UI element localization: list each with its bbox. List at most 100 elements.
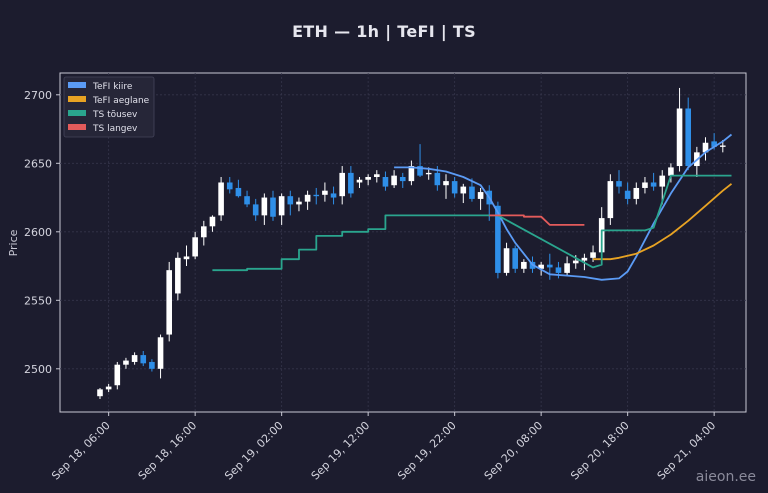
candle-body	[538, 264, 544, 269]
chart-title: ETH — 1h | TeFI | TS	[292, 22, 476, 41]
candle-body	[166, 270, 172, 335]
candle-body	[201, 226, 207, 238]
candle-body	[235, 187, 242, 197]
candle-body	[676, 108, 683, 167]
x-tick-label: Sep 19, 12:00	[309, 419, 373, 483]
candle-body	[382, 177, 389, 187]
candle-body	[399, 177, 406, 182]
legend-swatch-fast	[68, 82, 86, 88]
x-tick-label: Sep 20, 08:00	[482, 419, 546, 483]
candle-body	[650, 182, 657, 187]
candle-body	[590, 252, 596, 258]
candle-body	[547, 264, 553, 268]
candle-body	[512, 248, 518, 269]
candle-body	[443, 181, 449, 186]
candle-body	[451, 181, 458, 194]
candle-body	[408, 166, 415, 182]
candle-body	[564, 263, 570, 273]
x-tick-label: Sep 20, 18:00	[568, 419, 632, 483]
candle-body	[642, 182, 648, 188]
candle-body	[270, 197, 276, 217]
candle-body	[503, 248, 510, 273]
candle-body	[477, 192, 484, 199]
candle-body	[226, 182, 233, 190]
legend-swatch-ts-up	[68, 110, 86, 116]
candle-body	[685, 108, 691, 167]
candle-body	[607, 181, 614, 219]
legend-label-slow: TeFI aeglane	[92, 96, 150, 106]
candle-body	[149, 361, 155, 369]
candles	[97, 87, 726, 399]
candle-body	[175, 257, 181, 294]
candle-body	[192, 237, 198, 257]
legend-label-ts-up: TS tõusev	[92, 110, 138, 120]
candle-body	[296, 201, 302, 205]
candle-body	[702, 142, 709, 153]
y-tick-label: 2600	[24, 226, 52, 239]
candle-body	[460, 186, 467, 194]
candle-body	[339, 172, 345, 197]
candle-body	[668, 167, 674, 176]
candle-body	[313, 194, 320, 197]
candle-body	[157, 337, 164, 369]
candle-body	[209, 216, 216, 227]
x-tick-label: Sep 19, 02:00	[222, 419, 286, 483]
candle-body	[287, 196, 294, 205]
y-axis: 2500 2550 2600 2650 2700	[24, 89, 60, 376]
candle-body	[555, 267, 562, 273]
legend-label-fast: TeFI kiire	[92, 82, 133, 92]
x-tick-label: Sep 19, 22:00	[395, 419, 459, 483]
legend-swatch-slow	[68, 96, 86, 102]
candle-body	[304, 194, 311, 202]
y-tick-label: 2500	[24, 363, 52, 376]
x-axis: Sep 18, 06:00 Sep 18, 16:00 Sep 19, 02:00 S…	[49, 412, 718, 483]
candle-body	[616, 181, 622, 187]
candle-body	[131, 355, 138, 362]
candle-body	[244, 196, 250, 205]
candle-body	[252, 204, 259, 216]
candle-body	[374, 174, 380, 177]
y-axis-label: Price	[7, 229, 20, 256]
candle-body	[348, 172, 354, 194]
candle-body	[322, 190, 328, 195]
candle-body	[581, 257, 588, 261]
candle-body	[114, 364, 121, 386]
candle-body	[434, 172, 441, 186]
candle-body	[633, 187, 640, 199]
candle-body	[711, 141, 717, 147]
candle-body	[495, 205, 501, 273]
x-tick-label: Sep 18, 06:00	[49, 419, 113, 483]
indicator-lines	[212, 133, 733, 281]
y-tick-label: 2650	[24, 157, 52, 170]
candle-body	[97, 389, 103, 397]
y-tick-label: 2550	[24, 294, 52, 307]
candle-body	[218, 182, 224, 216]
candle-body	[417, 166, 423, 176]
candle-body	[425, 172, 432, 175]
watermark: aieon.ee	[695, 469, 756, 485]
candle-body	[521, 261, 527, 269]
candle-body	[624, 190, 631, 199]
legend-swatch-ts-down	[68, 124, 86, 130]
candle-body	[720, 145, 726, 147]
series-line-tefi-aeglane	[593, 183, 733, 261]
candle-body	[330, 193, 337, 198]
candle-body	[659, 175, 666, 187]
x-tick-label: Sep 18, 16:00	[136, 419, 200, 483]
candle-body	[183, 256, 190, 260]
y-tick-label: 2700	[24, 89, 52, 102]
candle-body	[356, 179, 363, 183]
series-line-ts-langev	[489, 214, 585, 226]
legend: TeFI kiire TeFI aeglane TS tõusev TS lan…	[63, 76, 155, 138]
candle-body	[105, 386, 112, 390]
candle-body	[261, 197, 268, 216]
legend-box	[63, 76, 155, 138]
candle-body	[123, 360, 129, 365]
legend-label-ts-down: TS langev	[92, 124, 138, 134]
candle-body	[469, 186, 475, 199]
candle-body	[278, 196, 285, 216]
candle-body	[572, 260, 579, 264]
series-line-ts-t-usev	[212, 174, 732, 272]
candle-body	[391, 175, 397, 186]
plot-area	[59, 72, 747, 413]
